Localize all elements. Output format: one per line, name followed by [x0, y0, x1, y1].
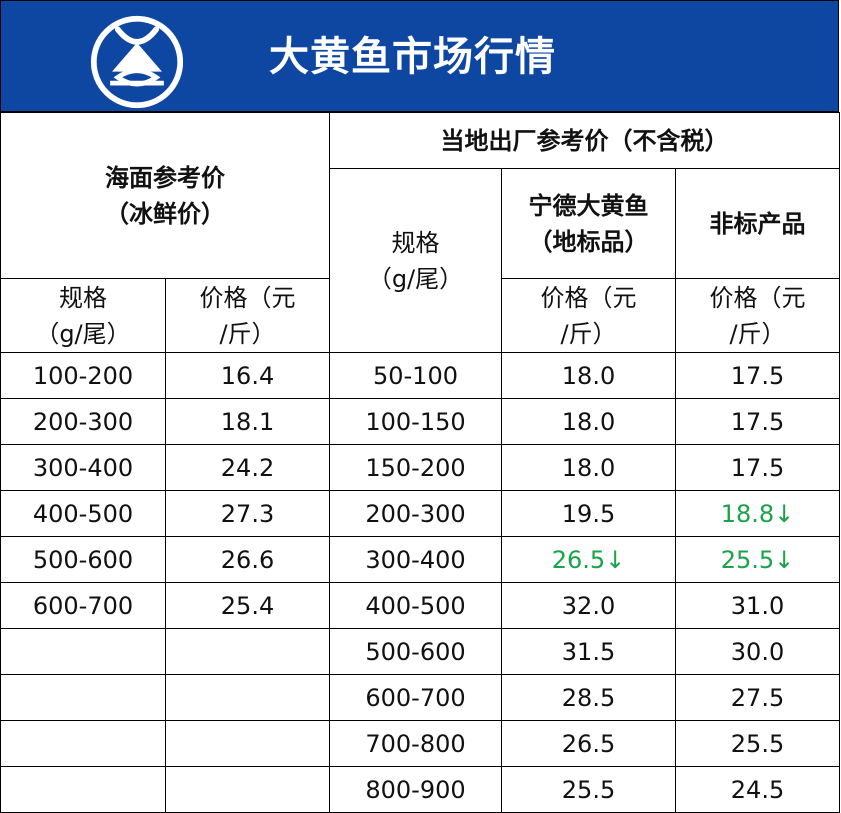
- nonstd-price-cell-down: 25.5↓: [674, 536, 841, 583]
- local-spec-cell: 100-150: [329, 398, 502, 445]
- sea-price-cell: 16.4: [165, 352, 330, 399]
- local-spec-cell: 300-400: [329, 536, 502, 583]
- sea-spec-cell: [0, 720, 166, 767]
- sea-spec-unit: （g/尾）: [35, 319, 131, 348]
- local-spec-cell: 50-100: [329, 352, 502, 399]
- table-row: 800-900 25.5 24.5: [0, 766, 841, 813]
- sea-spec-cell: [0, 628, 166, 675]
- nonstd-price-cell: 31.0: [674, 582, 841, 629]
- sea-price-cell: 27.3: [165, 490, 330, 537]
- nonstd-price-cell: 17.5: [674, 398, 841, 445]
- fish-circle-logo-icon: [90, 15, 184, 109]
- table-row: 300-400 24.2 150-200 18.0 17.5: [0, 444, 841, 491]
- nonstd-price-cell-down: 18.8↓: [674, 490, 841, 537]
- table-row: 700-800 26.5 25.5: [0, 720, 841, 767]
- sea-spec-cell: 600-700: [0, 582, 166, 629]
- ningde-header: 宁德大黄鱼 （地标品）: [501, 168, 676, 279]
- nonstd-price-cell: 24.5: [674, 766, 841, 813]
- ningde-price-cell: 28.5: [501, 674, 676, 721]
- table-row: 500-600 31.5 30.0: [0, 628, 841, 675]
- header-banner: 大黄鱼市场行情: [0, 0, 839, 112]
- nonstd-price-label: 价格（元: [709, 283, 806, 312]
- header-row-1: 海面参考价 （冰鲜价） 当地出厂参考价（不含税）: [0, 112, 841, 279]
- nonstd-price-col-header: 价格（元 /斤）: [674, 278, 841, 353]
- local-spec-unit: （g/尾）: [367, 264, 464, 293]
- sea-spec-cell: 100-200: [0, 352, 166, 399]
- table-row: 200-300 18.1 100-150 18.0 17.5: [0, 398, 841, 445]
- ningde-price-cell: 18.0: [501, 352, 676, 399]
- local-spec-cell: 500-600: [329, 628, 502, 675]
- ningde-price-cell: 32.0: [501, 582, 676, 629]
- sea-spec-label: 规格: [59, 283, 107, 312]
- sea-price-title: 海面参考价: [105, 163, 225, 192]
- ningde-price-cell: 31.5: [501, 628, 676, 675]
- header-row-3: 规格 （g/尾） 价格（元 /斤） 价格（元 /斤） 价格（元 /斤）: [0, 278, 841, 353]
- table-row: 500-600 26.6 300-400 26.5↓ 25.5↓: [0, 536, 841, 583]
- local-spec-cell: 800-900: [329, 766, 502, 813]
- sea-price-cell: [165, 628, 330, 675]
- ningde-price-cell: 26.5: [501, 720, 676, 767]
- sea-price-cell: 24.2: [165, 444, 330, 491]
- sea-price-label: 价格（元: [199, 283, 296, 312]
- local-spec-cell: 150-200: [329, 444, 502, 491]
- nonstd-price-cell: 27.5: [674, 674, 841, 721]
- nonstd-price-cell: 25.5: [674, 720, 841, 767]
- sea-spec-cell: 300-400: [0, 444, 166, 491]
- local-spec-cell: 200-300: [329, 490, 502, 537]
- sea-spec-cell: 500-600: [0, 536, 166, 583]
- local-spec-cell: 700-800: [329, 720, 502, 767]
- sea-price-col-header: 价格（元 /斤）: [165, 278, 330, 353]
- sea-price-cell: 26.6: [165, 536, 330, 583]
- sea-price-unit: /斤）: [219, 319, 276, 348]
- local-price-header: 当地出厂参考价（不含税）: [328, 112, 841, 169]
- table-row: 600-700 28.5 27.5: [0, 674, 841, 721]
- nonstd-price-unit: /斤）: [729, 319, 786, 348]
- ningde-price-cell-down: 26.5↓: [501, 536, 676, 583]
- sea-price-subtitle: （冰鲜价）: [105, 199, 225, 228]
- sea-price-cell: 18.1: [165, 398, 330, 445]
- nonstd-price-cell: 17.5: [674, 444, 841, 491]
- nonstd-price-cell: 17.5: [674, 352, 841, 399]
- sea-spec-header: 规格 （g/尾）: [0, 278, 166, 353]
- sea-spec-cell: [0, 674, 166, 721]
- table-row: 600-700 25.4 400-500 32.0 31.0: [0, 582, 841, 629]
- sea-price-cell: [165, 674, 330, 721]
- nonstd-price-cell: 30.0: [674, 628, 841, 675]
- sea-price-cell: [165, 720, 330, 767]
- price-table: 海面参考价 （冰鲜价） 当地出厂参考价（不含税） 规格 （g/尾） 宁德大黄鱼 …: [0, 112, 841, 813]
- table-row: 400-500 27.3 200-300 19.5 18.8↓: [0, 490, 841, 537]
- nonstd-header: 非标产品: [674, 168, 841, 279]
- sea-spec-cell: 400-500: [0, 490, 166, 537]
- ningde-price-cell: 18.0: [501, 444, 676, 491]
- sea-price-cell: 25.4: [165, 582, 330, 629]
- sea-spec-cell: [0, 766, 166, 813]
- ningde-subtitle: （地标品）: [528, 227, 649, 256]
- local-spec-cell: 400-500: [329, 582, 502, 629]
- local-spec-header: 规格 （g/尾）: [329, 168, 502, 353]
- sea-spec-cell: 200-300: [0, 398, 166, 445]
- sea-price-header: 海面参考价 （冰鲜价）: [0, 112, 330, 279]
- ningde-price-cell: 25.5: [501, 766, 676, 813]
- local-spec-label: 规格: [391, 228, 440, 257]
- ningde-price-unit: /斤）: [560, 319, 617, 348]
- local-spec-cell: 600-700: [329, 674, 502, 721]
- ningde-price-cell: 18.0: [501, 398, 676, 445]
- ningde-price-label: 价格（元: [540, 283, 637, 312]
- sea-price-cell: [165, 766, 330, 813]
- table-row: 100-200 16.4 50-100 18.0 17.5: [0, 352, 841, 399]
- ningde-price-col-header: 价格（元 /斤）: [501, 278, 676, 353]
- ningde-title: 宁德大黄鱼: [528, 191, 649, 220]
- page-title: 大黄鱼市场行情: [269, 34, 556, 80]
- ningde-price-cell: 19.5: [501, 490, 676, 537]
